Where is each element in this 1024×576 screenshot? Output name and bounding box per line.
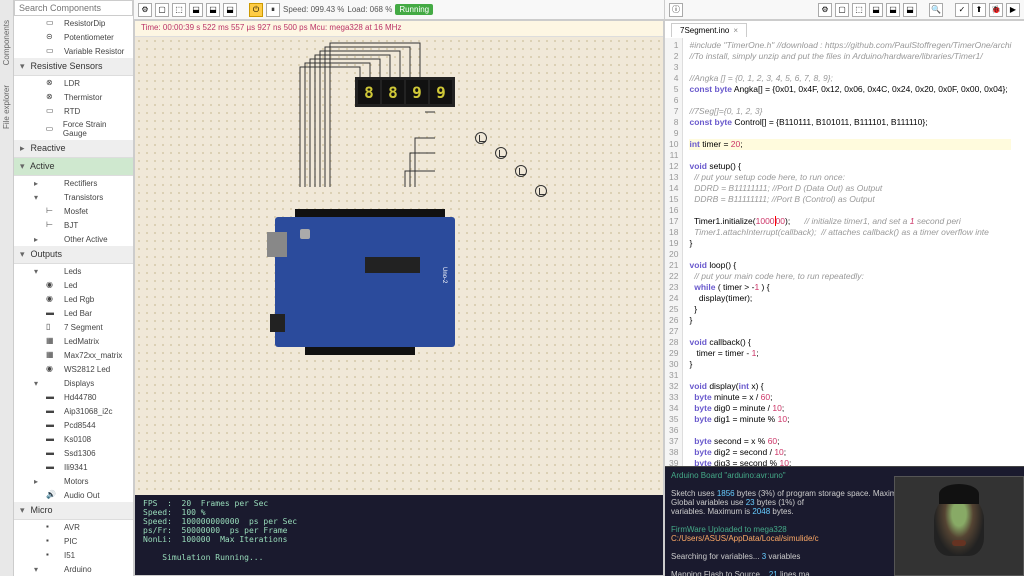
transistor-3[interactable]: [535, 185, 547, 197]
transistor-2[interactable]: [515, 165, 527, 177]
left-edge-tabs: Components File explorer: [0, 0, 14, 576]
speed-label: Speed: 099.43 %: [283, 5, 344, 14]
run-icon[interactable]: ▶: [1006, 3, 1020, 17]
component-sidebar: ▭ResistorDip⊝Potentiometer▭Variable Resi…: [14, 0, 134, 576]
item-other-active[interactable]: ▸Other Active: [14, 232, 133, 246]
build-console: Arduino Board "arduino:avr:uno" Sketch u…: [665, 466, 1024, 576]
item-ili9341[interactable]: ▬Ili9341: [14, 460, 133, 474]
item-led-rgb[interactable]: ◉Led Rgb: [14, 292, 133, 306]
code-save-icon[interactable]: ⬓: [869, 3, 883, 17]
item-displays[interactable]: ▾Displays: [14, 376, 133, 390]
item-led[interactable]: ◉Led: [14, 278, 133, 292]
item-ws2812-led[interactable]: ◉WS2812 Led: [14, 362, 133, 376]
digit-1: 8: [382, 80, 404, 104]
item-transistors[interactable]: ▾Transistors: [14, 190, 133, 204]
sim-time-header: Time: 00:00:39 s 522 ms 557 µs 927 ns 50…: [135, 21, 663, 37]
open-icon[interactable]: ⬚: [172, 3, 186, 17]
sim-toolbar: ⚙ ▢ ⬚ ⬓ ⬓ ⬓ ⏻ ⏸ Speed: 099.43 % Load: 06…: [134, 0, 664, 20]
close-icon[interactable]: ×: [733, 26, 738, 35]
load-label: Load: 068 %: [347, 5, 392, 14]
item-bjt[interactable]: ⊢BJT: [14, 218, 133, 232]
item-i51[interactable]: ▪I51: [14, 548, 133, 562]
pause-button[interactable]: ⏸: [266, 3, 280, 17]
digit-2: 9: [406, 80, 428, 104]
category-active[interactable]: ▾ Active: [14, 158, 133, 176]
item-resistordip[interactable]: ▭ResistorDip: [14, 16, 133, 30]
circuit-canvas[interactable]: Time: 00:00:39 s 522 ms 557 µs 927 ns 50…: [134, 20, 664, 576]
tab-filename: 7Segment.ino: [680, 26, 729, 35]
item-ldr[interactable]: ⊗LDR: [14, 76, 133, 90]
sim-console: FPS : 20 Frames per Sec Speed: 100 % Spe…: [135, 495, 663, 575]
code-saveas-icon[interactable]: ⬓: [886, 3, 900, 17]
digit-3: 9: [430, 80, 452, 104]
compile-icon[interactable]: ✓: [955, 3, 969, 17]
digit-0: 8: [358, 80, 380, 104]
code-new-icon[interactable]: ▢: [835, 3, 849, 17]
item-ssd1306[interactable]: ▬Ssd1306: [14, 446, 133, 460]
item-pic[interactable]: ▪PIC: [14, 534, 133, 548]
webcam-overlay: [894, 476, 1024, 576]
item-ks0108[interactable]: ▬Ks0108: [14, 432, 133, 446]
item-7-segment[interactable]: ▯7 Segment: [14, 320, 133, 334]
arduino-label: Uno-2: [441, 267, 447, 283]
category-resistive-sensors[interactable]: ▾ Resistive Sensors: [14, 58, 133, 76]
category-outputs[interactable]: ▾ Outputs: [14, 246, 133, 264]
debug-icon[interactable]: 🐞: [989, 3, 1003, 17]
item-rectifiers[interactable]: ▸Rectifiers: [14, 176, 133, 190]
item-max72xx_matrix[interactable]: ▦Max72xx_matrix: [14, 348, 133, 362]
code-panel: ⓘ ⚙ ▢ ⬚ ⬓ ⬓ ⬓ 🔍 ✓ ⬆ 🐞 ▶ 7Segment.ino × 1…: [664, 0, 1024, 576]
item-motors[interactable]: ▸Motors: [14, 474, 133, 488]
item-variable-resistor[interactable]: ▭Variable Resistor: [14, 44, 133, 58]
canvas-grid[interactable]: 8 8 9 9 Uno-2: [135, 37, 663, 495]
saveas-icon[interactable]: ⬓: [206, 3, 220, 17]
item-pcd8544[interactable]: ▬Pcd8544: [14, 418, 133, 432]
item-thermistor[interactable]: ⊗Thermistor: [14, 90, 133, 104]
item-avr[interactable]: ▪AVR: [14, 520, 133, 534]
item-potentiometer[interactable]: ⊝Potentiometer: [14, 30, 133, 44]
new-icon[interactable]: ▢: [155, 3, 169, 17]
item-aip31068_i2c[interactable]: ▬Aip31068_i2c: [14, 404, 133, 418]
info-icon[interactable]: ⓘ: [669, 3, 683, 17]
running-badge: Running: [395, 4, 433, 15]
saveall-icon[interactable]: ⬓: [223, 3, 237, 17]
code-open-icon[interactable]: ⬚: [852, 3, 866, 17]
wires: [135, 37, 435, 187]
code-saveall-icon[interactable]: ⬓: [903, 3, 917, 17]
save-icon[interactable]: ⬓: [189, 3, 203, 17]
tab-file-explorer[interactable]: File explorer: [2, 85, 11, 129]
code-editor[interactable]: 1234567891011121314151617181920212223242…: [665, 38, 1024, 466]
tab-file[interactable]: 7Segment.ino ×: [671, 23, 747, 37]
main-area: ⚙ ▢ ⬚ ⬓ ⬓ ⬓ ⏻ ⏸ Speed: 099.43 % Load: 06…: [134, 0, 664, 576]
editor-tabs: 7Segment.ino ×: [665, 20, 1024, 38]
arduino-uno[interactable]: Uno-2: [275, 217, 455, 347]
item-rtd[interactable]: ▭RTD: [14, 104, 133, 118]
upload-icon[interactable]: ⬆: [972, 3, 986, 17]
item-force-strain-gauge[interactable]: ▭Force Strain Gauge: [14, 118, 133, 140]
seven-segment-display: 8 8 9 9: [355, 77, 455, 107]
settings-icon[interactable]: ⚙: [138, 3, 152, 17]
item-mosfet[interactable]: ⊢Mosfet: [14, 204, 133, 218]
category-reactive[interactable]: ▸ Reactive: [14, 140, 133, 158]
transistor-0[interactable]: [475, 132, 487, 144]
code-settings-icon[interactable]: ⚙: [818, 3, 832, 17]
power-button[interactable]: ⏻: [249, 3, 263, 17]
code-toolbar: ⓘ ⚙ ▢ ⬚ ⬓ ⬓ ⬓ 🔍 ✓ ⬆ 🐞 ▶: [665, 0, 1024, 20]
tab-components[interactable]: Components: [2, 20, 11, 65]
item-arduino[interactable]: ▾Arduino: [14, 562, 133, 576]
item-hd44780[interactable]: ▬Hd44780: [14, 390, 133, 404]
transistor-1[interactable]: [495, 147, 507, 159]
item-leds[interactable]: ▾Leds: [14, 264, 133, 278]
item-audio-out[interactable]: 🔊Audio Out: [14, 488, 133, 502]
item-led-bar[interactable]: ▬Led Bar: [14, 306, 133, 320]
find-icon[interactable]: 🔍: [929, 3, 943, 17]
item-ledmatrix[interactable]: ▦LedMatrix: [14, 334, 133, 348]
search-input[interactable]: [14, 0, 133, 16]
category-micro[interactable]: ▾ Micro: [14, 502, 133, 520]
